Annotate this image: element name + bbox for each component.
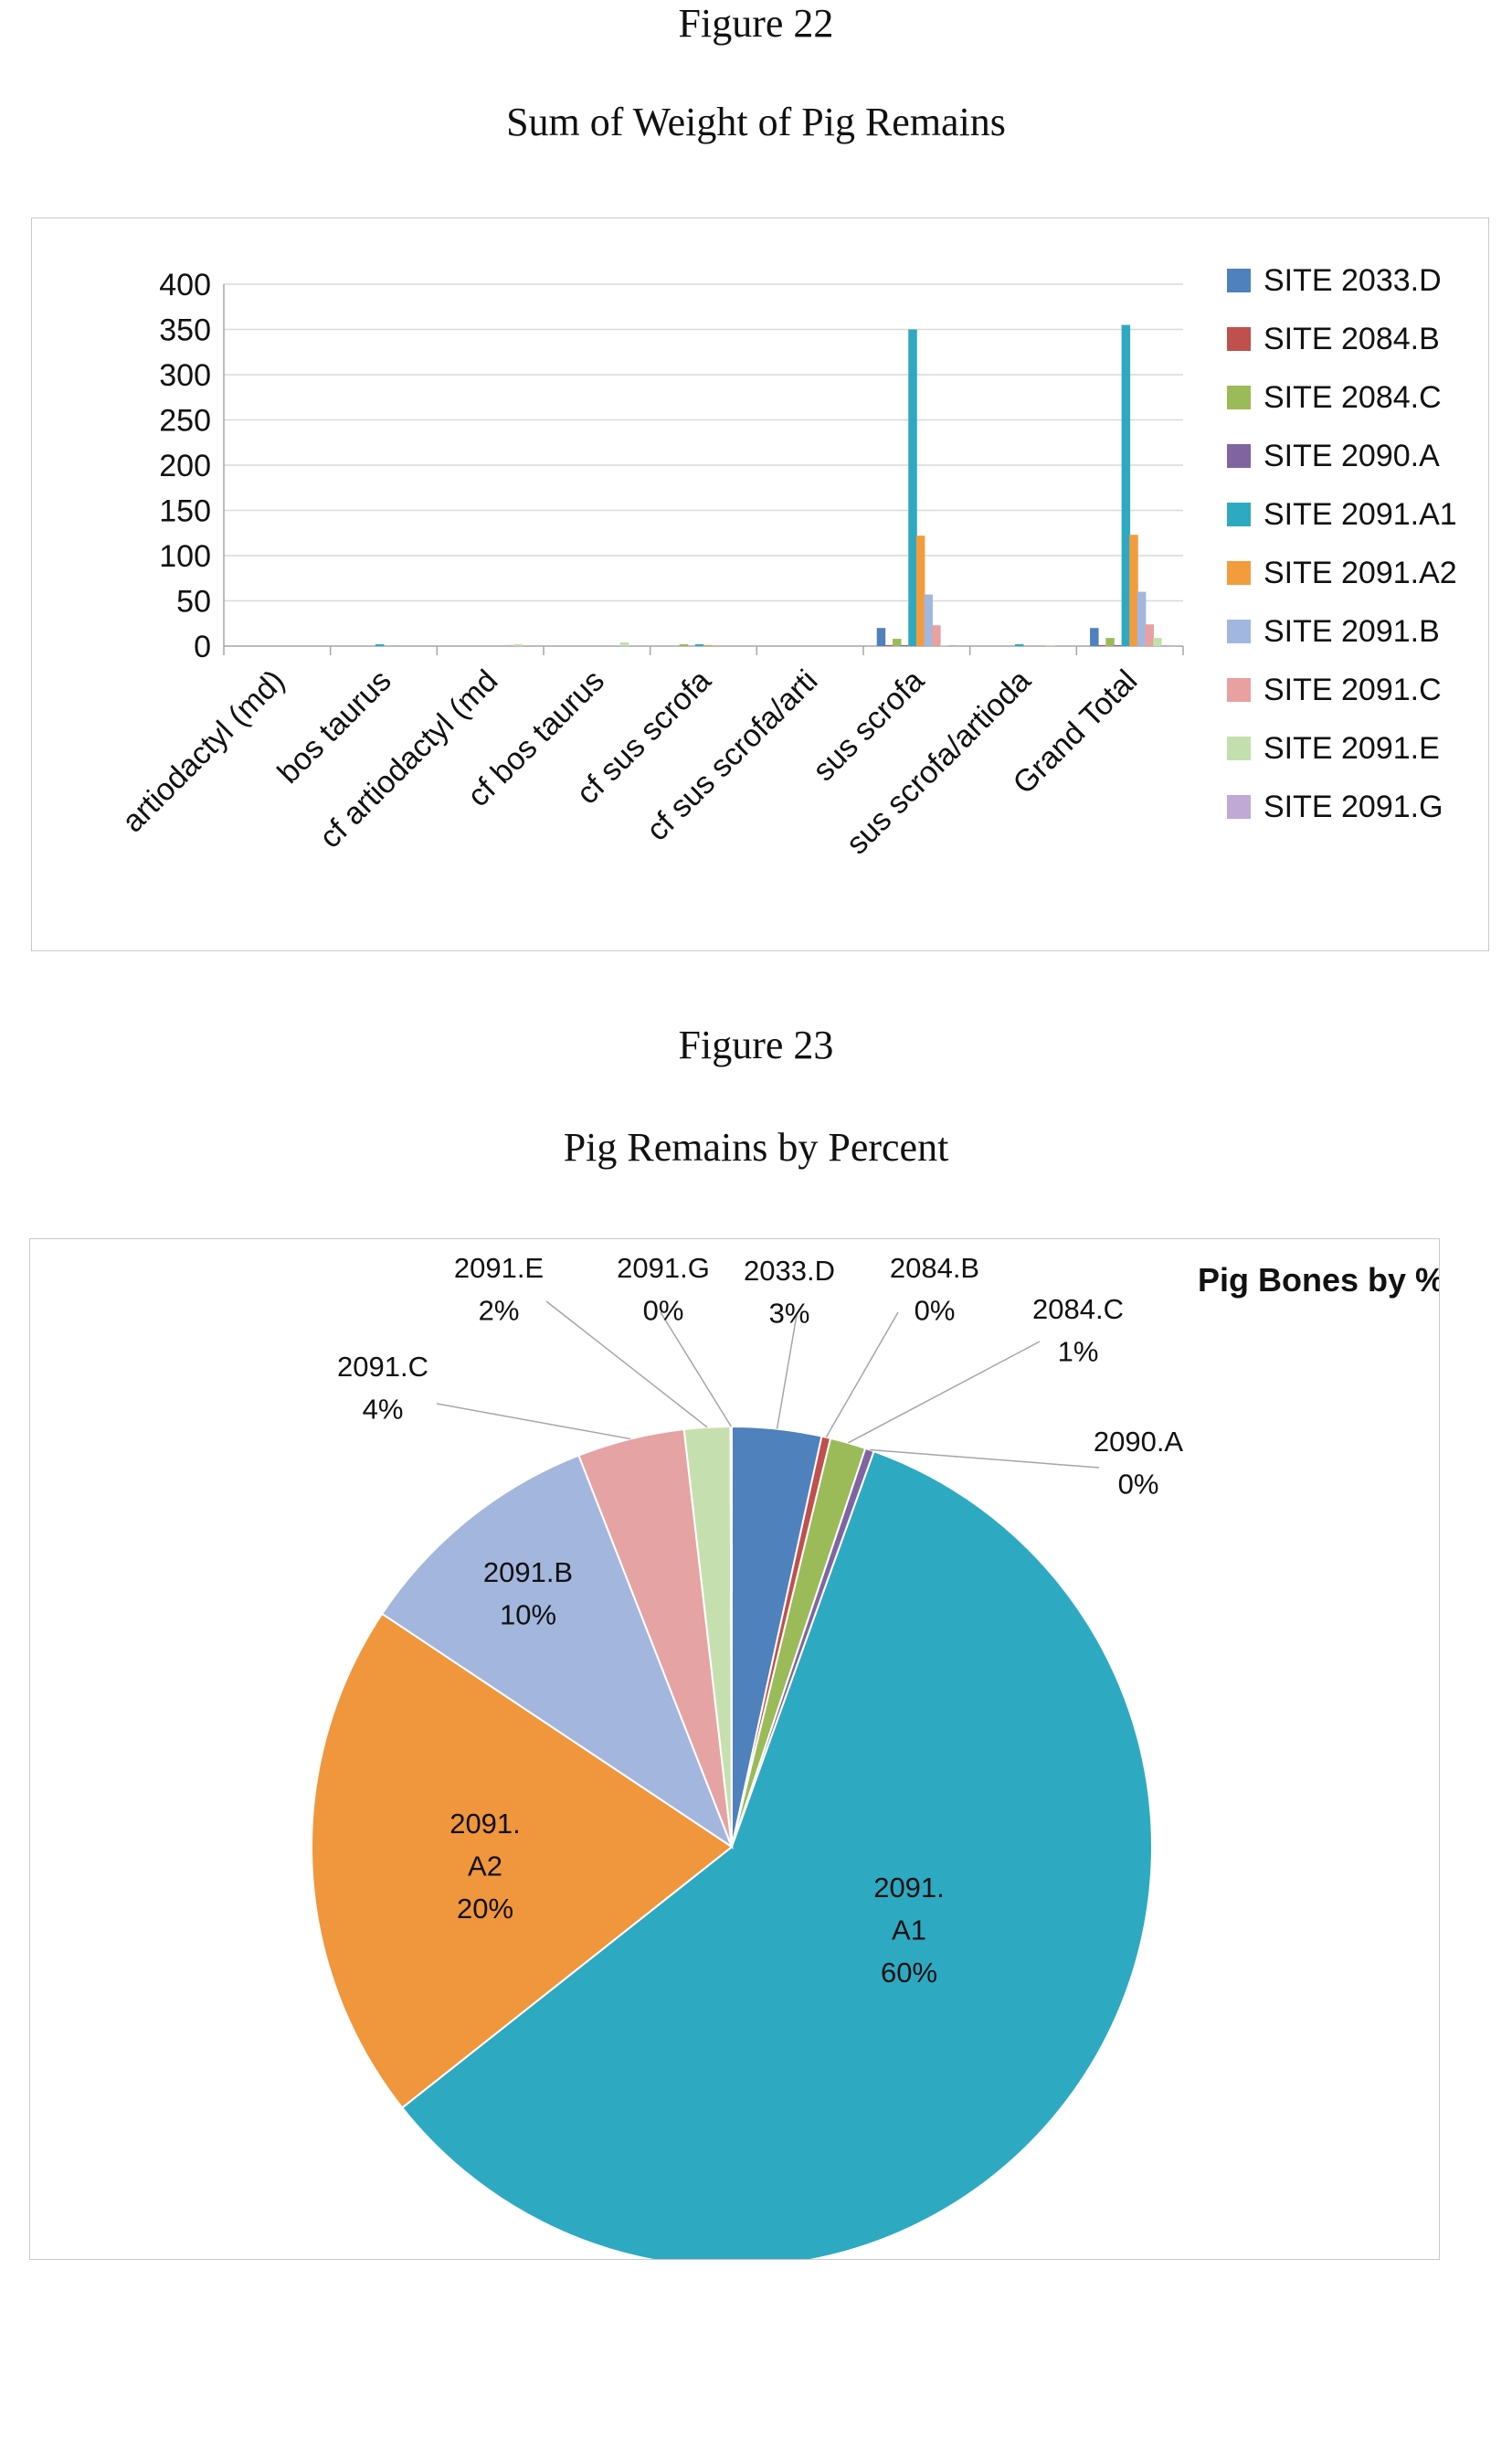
pie-label-2091-a2: 2091. A2 20%	[449, 1808, 521, 1925]
bar-site-2084-c-grand-total	[1105, 638, 1115, 646]
bar-site-2091-b-bos-taurus	[391, 645, 400, 646]
legend-label-site-2033-d: SITE 2033.D	[1264, 263, 1442, 298]
bar-site-2091-g-sus-scrofa	[947, 645, 957, 646]
bar-site-2091-e-cf-artiodactyl-md	[513, 644, 523, 646]
leader-line-2091-e	[545, 1300, 708, 1428]
leader-line-2033-d	[776, 1314, 798, 1429]
bar-site-2091-g-grand-total	[1160, 645, 1170, 646]
x-category-label-artiodactyl-md: artiodactyl (md)	[115, 663, 291, 840]
legend-swatch-site-2033-d	[1227, 269, 1251, 292]
legend-label-site-2091-a1: SITE 2091.A1	[1264, 497, 1457, 532]
bar-site-2091-a2-grand-total	[1129, 535, 1138, 646]
y-tick-label-150: 150	[159, 494, 211, 529]
legend-swatch-site-2091-a1	[1227, 503, 1251, 526]
legend-label-site-2090-a: SITE 2090.A	[1264, 439, 1440, 473]
bar-site-2091-c-grand-total	[1145, 624, 1154, 646]
legend-swatch-site-2091-c	[1227, 678, 1251, 702]
leader-line-2091-g	[660, 1311, 732, 1427]
y-tick-label-250: 250	[159, 404, 211, 439]
figure-23-caption: Pig Remains by Percent	[563, 1125, 949, 1170]
leader-line-2091-c	[436, 1403, 631, 1440]
leader-line-2090-a	[869, 1448, 1100, 1469]
legend-swatch-site-2084-c	[1227, 386, 1251, 409]
bar-site-2091-a1-sus-scrofa	[908, 329, 917, 646]
pie-label-2091-e: 2091.E 2%	[454, 1252, 544, 1327]
legend-label-site-2091-e: SITE 2091.E	[1264, 731, 1440, 766]
pie-chart: 2033.D 3% 2084.B 0% 2084.C 1% 2090.A 0% 2091. A1 6…	[311, 1252, 1444, 2268]
legend-swatch-site-2084-b	[1227, 327, 1251, 351]
bar-site-2091-b-sus-scrofa	[924, 594, 934, 646]
pie-label-2084-c: 2084.C 1%	[1032, 1293, 1124, 1368]
bar-site-2091-e-grand-total	[1153, 638, 1162, 646]
legend-swatch-site-2091-a2	[1227, 561, 1251, 585]
bar-site-2091-e-sus-scrofa-artioda	[1046, 645, 1055, 646]
bar-site-2090-a-grand-total	[1113, 645, 1123, 646]
bar-site-2091-c-cf-artiodactyl-md	[505, 645, 514, 646]
leader-line-2084-c	[847, 1341, 1041, 1444]
pie-label-2091-b: 2091.B 10%	[483, 1556, 573, 1631]
figure-22-number: Figure 22	[678, 1, 834, 46]
pie-slice-2091-b	[380, 1454, 735, 1850]
pie-label-2091-a1: 2091. A1 60%	[873, 1872, 945, 1989]
figure-22-caption: Sum of Weight of Pig Remains	[506, 100, 1006, 144]
pie-chart-title: Pig Bones by %	[1198, 1261, 1439, 1299]
bar-site-2091-a2-cf-sus-scrofa	[703, 645, 713, 646]
pie-label-2033-d: 2033.D 3%	[744, 1255, 835, 1330]
bar-site-2091-a1-cf-sus-scrofa	[694, 644, 704, 646]
bar-site-2084-c-cf-sus-scrofa	[679, 644, 689, 646]
legend-label-site-2084-b: SITE 2084.B	[1264, 322, 1440, 356]
pie-chart-frame: 2033.D 3% 2084.B 0% 2084.C 1% 2090.A 0% 2091. A1 6…	[29, 1238, 1444, 2268]
bar-site-2091-e-sus-scrofa	[939, 645, 949, 646]
legend-label-site-2091-c: SITE 2091.C	[1264, 673, 1442, 707]
bar-site-2091-c-sus-scrofa	[932, 625, 941, 646]
y-tick-label-200: 200	[159, 449, 211, 483]
bar-site-2091-a1-grand-total	[1121, 324, 1131, 646]
bar-site-2091-a2-sus-scrofa	[915, 536, 925, 646]
y-tick-label-400: 400	[159, 268, 211, 302]
pie-slice-2091-a2	[311, 1612, 734, 2109]
bar-chart: 0 50 100 150 200 250 300 350 400 artiodactyl (md)…	[115, 263, 1457, 862]
bar-site-2084-b-sus-scrofa	[884, 645, 893, 646]
y-tick-label-100: 100	[159, 539, 211, 574]
bar-site-2084-b-grand-total	[1097, 645, 1107, 646]
bar-site-2033-d-grand-total	[1090, 628, 1099, 646]
pie-label-2084-b: 2084.B 0%	[890, 1252, 979, 1327]
y-tick-label-350: 350	[159, 313, 211, 348]
x-category-label-sus-scrofa-artioda: sus scrofa/artioda	[840, 663, 1038, 862]
pie-slice-2091-a1	[400, 1449, 1153, 2268]
bar-site-2084-c-sus-scrofa	[893, 639, 902, 646]
legend-swatch-site-2090-a	[1227, 444, 1251, 468]
legend-label-site-2084-c: SITE 2084.C	[1264, 380, 1442, 415]
legend-swatch-site-2091-g	[1227, 795, 1251, 819]
bar-site-2091-a1-sus-scrofa-artioda	[1014, 644, 1024, 646]
y-tick-label-50: 50	[176, 585, 211, 620]
x-category-label-cf-artiodactyl-md: cf artiodactyl (md	[312, 663, 504, 855]
bar-site-2091-b-grand-total	[1137, 591, 1147, 646]
leader-line-2084-b	[825, 1311, 899, 1438]
figure-23-number: Figure 23	[678, 1023, 834, 1067]
legend-label-site-2091-a2: SITE 2091.A2	[1264, 556, 1457, 590]
legend-swatch-site-2091-b	[1227, 620, 1251, 643]
y-tick-label-0: 0	[194, 630, 211, 664]
pie-label-2091-g: 2091.G 0%	[617, 1252, 710, 1327]
legend-label-site-2091-b: SITE 2091.B	[1264, 614, 1440, 649]
pie-label-2090-a: 2090.A 0%	[1094, 1426, 1184, 1501]
y-tick-label-300: 300	[159, 358, 211, 393]
pie-label-2091-c: 2091.C 4%	[337, 1351, 428, 1426]
legend-label-site-2091-g: SITE 2091.G	[1264, 790, 1443, 824]
bar-site-2033-d-sus-scrofa	[876, 628, 886, 646]
pie-slice-2091-g	[729, 1425, 733, 1848]
bar-site-2090-a-sus-scrofa	[900, 645, 910, 646]
bar-chart-frame: 0 50 100 150 200 250 300 350 400 artiodactyl (md)…	[31, 217, 1489, 951]
bar-site-2091-e-cf-bos-taurus	[619, 642, 629, 646]
legend-swatch-site-2091-e	[1227, 737, 1251, 760]
bar-site-2091-a1-bos-taurus	[375, 644, 385, 646]
